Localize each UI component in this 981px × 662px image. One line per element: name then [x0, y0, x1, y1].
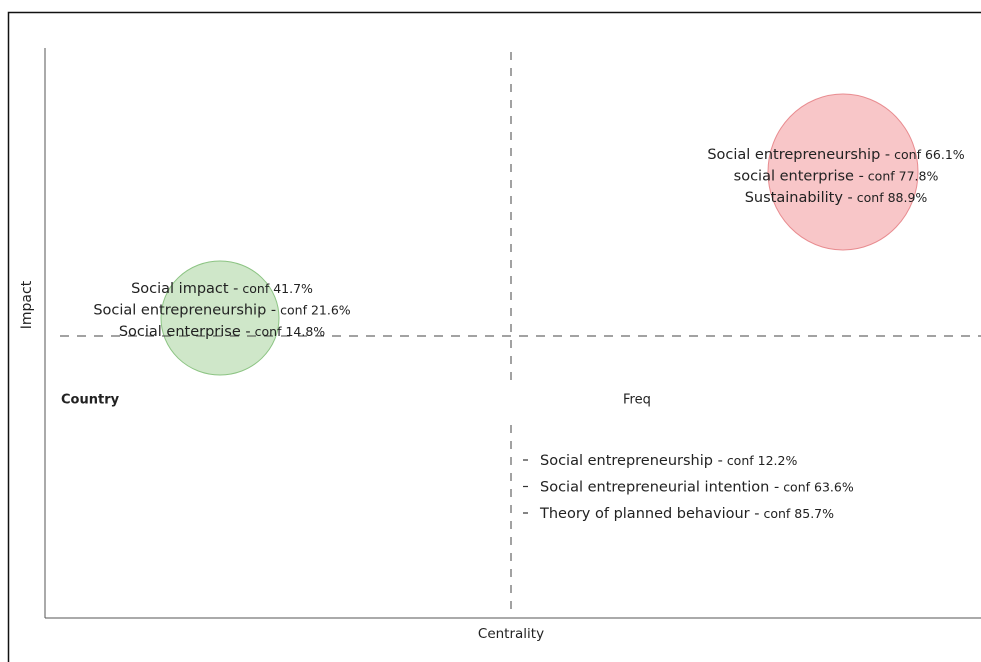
cluster-item: Social entrepreneurship - conf 12.2%: [540, 453, 797, 470]
item-conf: conf 66.1%: [894, 147, 965, 162]
quadrant-label: Freq: [623, 393, 651, 408]
cluster-item: Sustainability - conf 88.9%: [745, 190, 928, 207]
item-term: Social entrepreneurship -: [540, 453, 723, 469]
frame: [7, 11, 981, 662]
item-term: Theory of planned behaviour -: [539, 506, 759, 522]
quadrant-label: Country: [61, 393, 120, 408]
item-conf: conf 41.7%: [242, 281, 313, 296]
item-conf: conf 63.6%: [783, 479, 854, 494]
item-term: Social enterprise -: [119, 324, 251, 340]
item-term: Social impact -: [131, 281, 238, 297]
cluster-item: Social entrepreneurial intention - conf 6…: [540, 479, 854, 496]
item-term: Sustainability -: [745, 190, 853, 206]
item-term: Social entrepreneurship -: [93, 303, 276, 319]
cluster-item: Theory of planned behaviour - conf 85.7%: [539, 506, 834, 523]
item-conf: conf 12.2%: [727, 453, 798, 468]
item-conf: conf 21.6%: [280, 302, 351, 317]
item-term: Social entrepreneurial intention -: [540, 480, 779, 496]
cluster-bubble: [767, 93, 919, 251]
item-term: social enterprise -: [734, 169, 864, 185]
cluster-item: Social impact - conf 41.7%: [131, 281, 313, 298]
cluster-bubble: [160, 260, 280, 376]
item-conf: conf 85.7%: [763, 506, 834, 521]
item-conf: conf 14.8%: [255, 324, 326, 339]
cluster-item: Social entrepreneurship - conf 21.6%: [93, 302, 350, 319]
item-conf: conf 77.8%: [868, 168, 939, 183]
cluster-item: Social entrepreneurship - conf 66.1%: [707, 147, 964, 164]
item-term: Social entrepreneurship -: [707, 147, 890, 163]
cluster-item: Social enterprise - conf 14.8%: [119, 324, 325, 341]
y-axis-label: Impact: [19, 280, 35, 329]
x-axis-label: Centrality: [478, 626, 544, 642]
item-conf: conf 88.9%: [857, 190, 928, 205]
cluster-item: social enterprise - conf 77.8%: [734, 168, 939, 185]
